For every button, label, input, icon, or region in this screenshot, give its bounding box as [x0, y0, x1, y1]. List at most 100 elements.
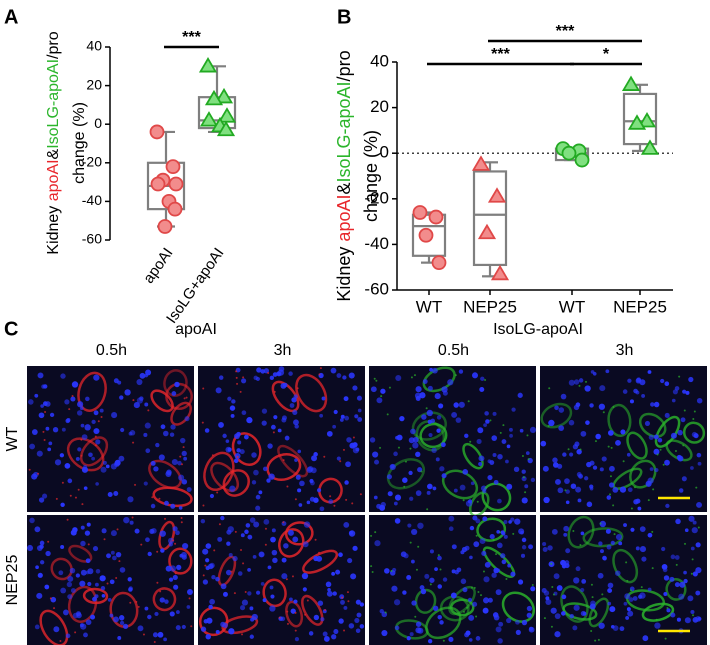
speckle: [469, 440, 472, 443]
micrograph: [540, 515, 707, 645]
nucleus: [564, 478, 570, 485]
nucleus: [647, 532, 653, 538]
nucleus: [39, 560, 45, 565]
nucleus: [72, 612, 79, 619]
nucleus: [521, 497, 528, 504]
tubule: [222, 469, 250, 497]
nucleus: [261, 408, 268, 414]
nucleus: [692, 571, 698, 577]
speckle: [318, 551, 321, 554]
nucleus: [164, 500, 169, 506]
speckle: [202, 574, 205, 577]
y-label-part: change (%): [361, 130, 381, 222]
speckle: [213, 549, 216, 552]
nucleus: [172, 526, 178, 532]
tubule: [221, 615, 259, 635]
column-label: 0.5h: [438, 342, 469, 359]
nucleus: [664, 412, 670, 418]
nucleus: [186, 589, 193, 595]
speckle: [324, 608, 327, 611]
speckle: [379, 446, 382, 449]
nucleus: [392, 567, 397, 573]
speckle: [201, 421, 204, 424]
y-tick-label: 0: [94, 115, 102, 131]
nucleus: [427, 385, 433, 391]
nucleus: [255, 590, 261, 595]
nucleus: [480, 376, 485, 381]
tubule: [415, 420, 446, 452]
nucleus: [71, 381, 79, 388]
nucleus: [220, 621, 226, 628]
nucleus: [482, 489, 487, 494]
nucleus: [134, 528, 140, 534]
speckle: [294, 498, 297, 501]
nucleus: [170, 424, 176, 430]
nucleus: [359, 624, 365, 629]
speckle: [329, 495, 332, 498]
nucleus: [590, 370, 595, 374]
nucleus: [119, 395, 124, 400]
nucleus: [243, 434, 249, 440]
speckle: [333, 504, 336, 507]
nucleus: [674, 582, 680, 588]
nucleus: [618, 541, 623, 546]
nucleus: [319, 506, 325, 512]
nucleus: [106, 553, 111, 559]
nucleus: [215, 576, 220, 582]
speckle: [94, 435, 97, 438]
nucleus: [696, 397, 703, 404]
nucleus: [635, 546, 640, 551]
nucleus: [111, 412, 118, 419]
nucleus: [376, 503, 382, 509]
speckle: [218, 523, 221, 526]
tubule: [262, 578, 287, 608]
speckle: [97, 420, 100, 423]
nucleus: [607, 601, 612, 606]
micrograph-bg: [198, 366, 365, 512]
nucleus: [107, 597, 112, 602]
speckle: [594, 440, 597, 443]
tubule: [501, 591, 535, 623]
nucleus: [319, 413, 324, 418]
tubule: [295, 373, 328, 413]
nucleus: [209, 562, 215, 569]
speckle: [622, 460, 625, 463]
point: [150, 176, 166, 192]
nucleus: [295, 474, 301, 480]
speckle: [242, 562, 245, 565]
nucleus: [222, 433, 227, 439]
speckle: [499, 431, 502, 434]
nucleus: [209, 493, 215, 499]
nucleus: [179, 553, 184, 558]
nucleus: [589, 403, 594, 408]
nucleus: [225, 569, 232, 576]
speckle: [465, 606, 468, 609]
nucleus: [464, 632, 470, 638]
nucleus: [393, 501, 398, 506]
nucleus: [515, 629, 521, 635]
nucleus: [186, 487, 192, 493]
speckle: [640, 586, 643, 589]
nucleus: [638, 594, 643, 599]
nucleus: [119, 620, 125, 626]
nucleus: [650, 402, 655, 407]
nucleus: [629, 399, 635, 404]
nucleus: [323, 636, 330, 642]
nucleus: [124, 389, 131, 396]
nucleus: [53, 626, 60, 633]
nucleus: [697, 461, 702, 466]
speckle: [352, 436, 355, 439]
point: [471, 155, 491, 171]
nucleus: [493, 479, 499, 485]
nucleus: [489, 460, 495, 465]
speckle: [180, 521, 183, 524]
nucleus: [251, 613, 258, 621]
nucleus: [682, 389, 687, 394]
nucleus: [506, 483, 513, 490]
micrograph: [369, 515, 536, 645]
speckle: [242, 376, 245, 379]
nucleus: [102, 460, 107, 465]
nucleus: [311, 455, 318, 462]
nucleus: [690, 546, 695, 551]
nucleus: [627, 610, 634, 617]
